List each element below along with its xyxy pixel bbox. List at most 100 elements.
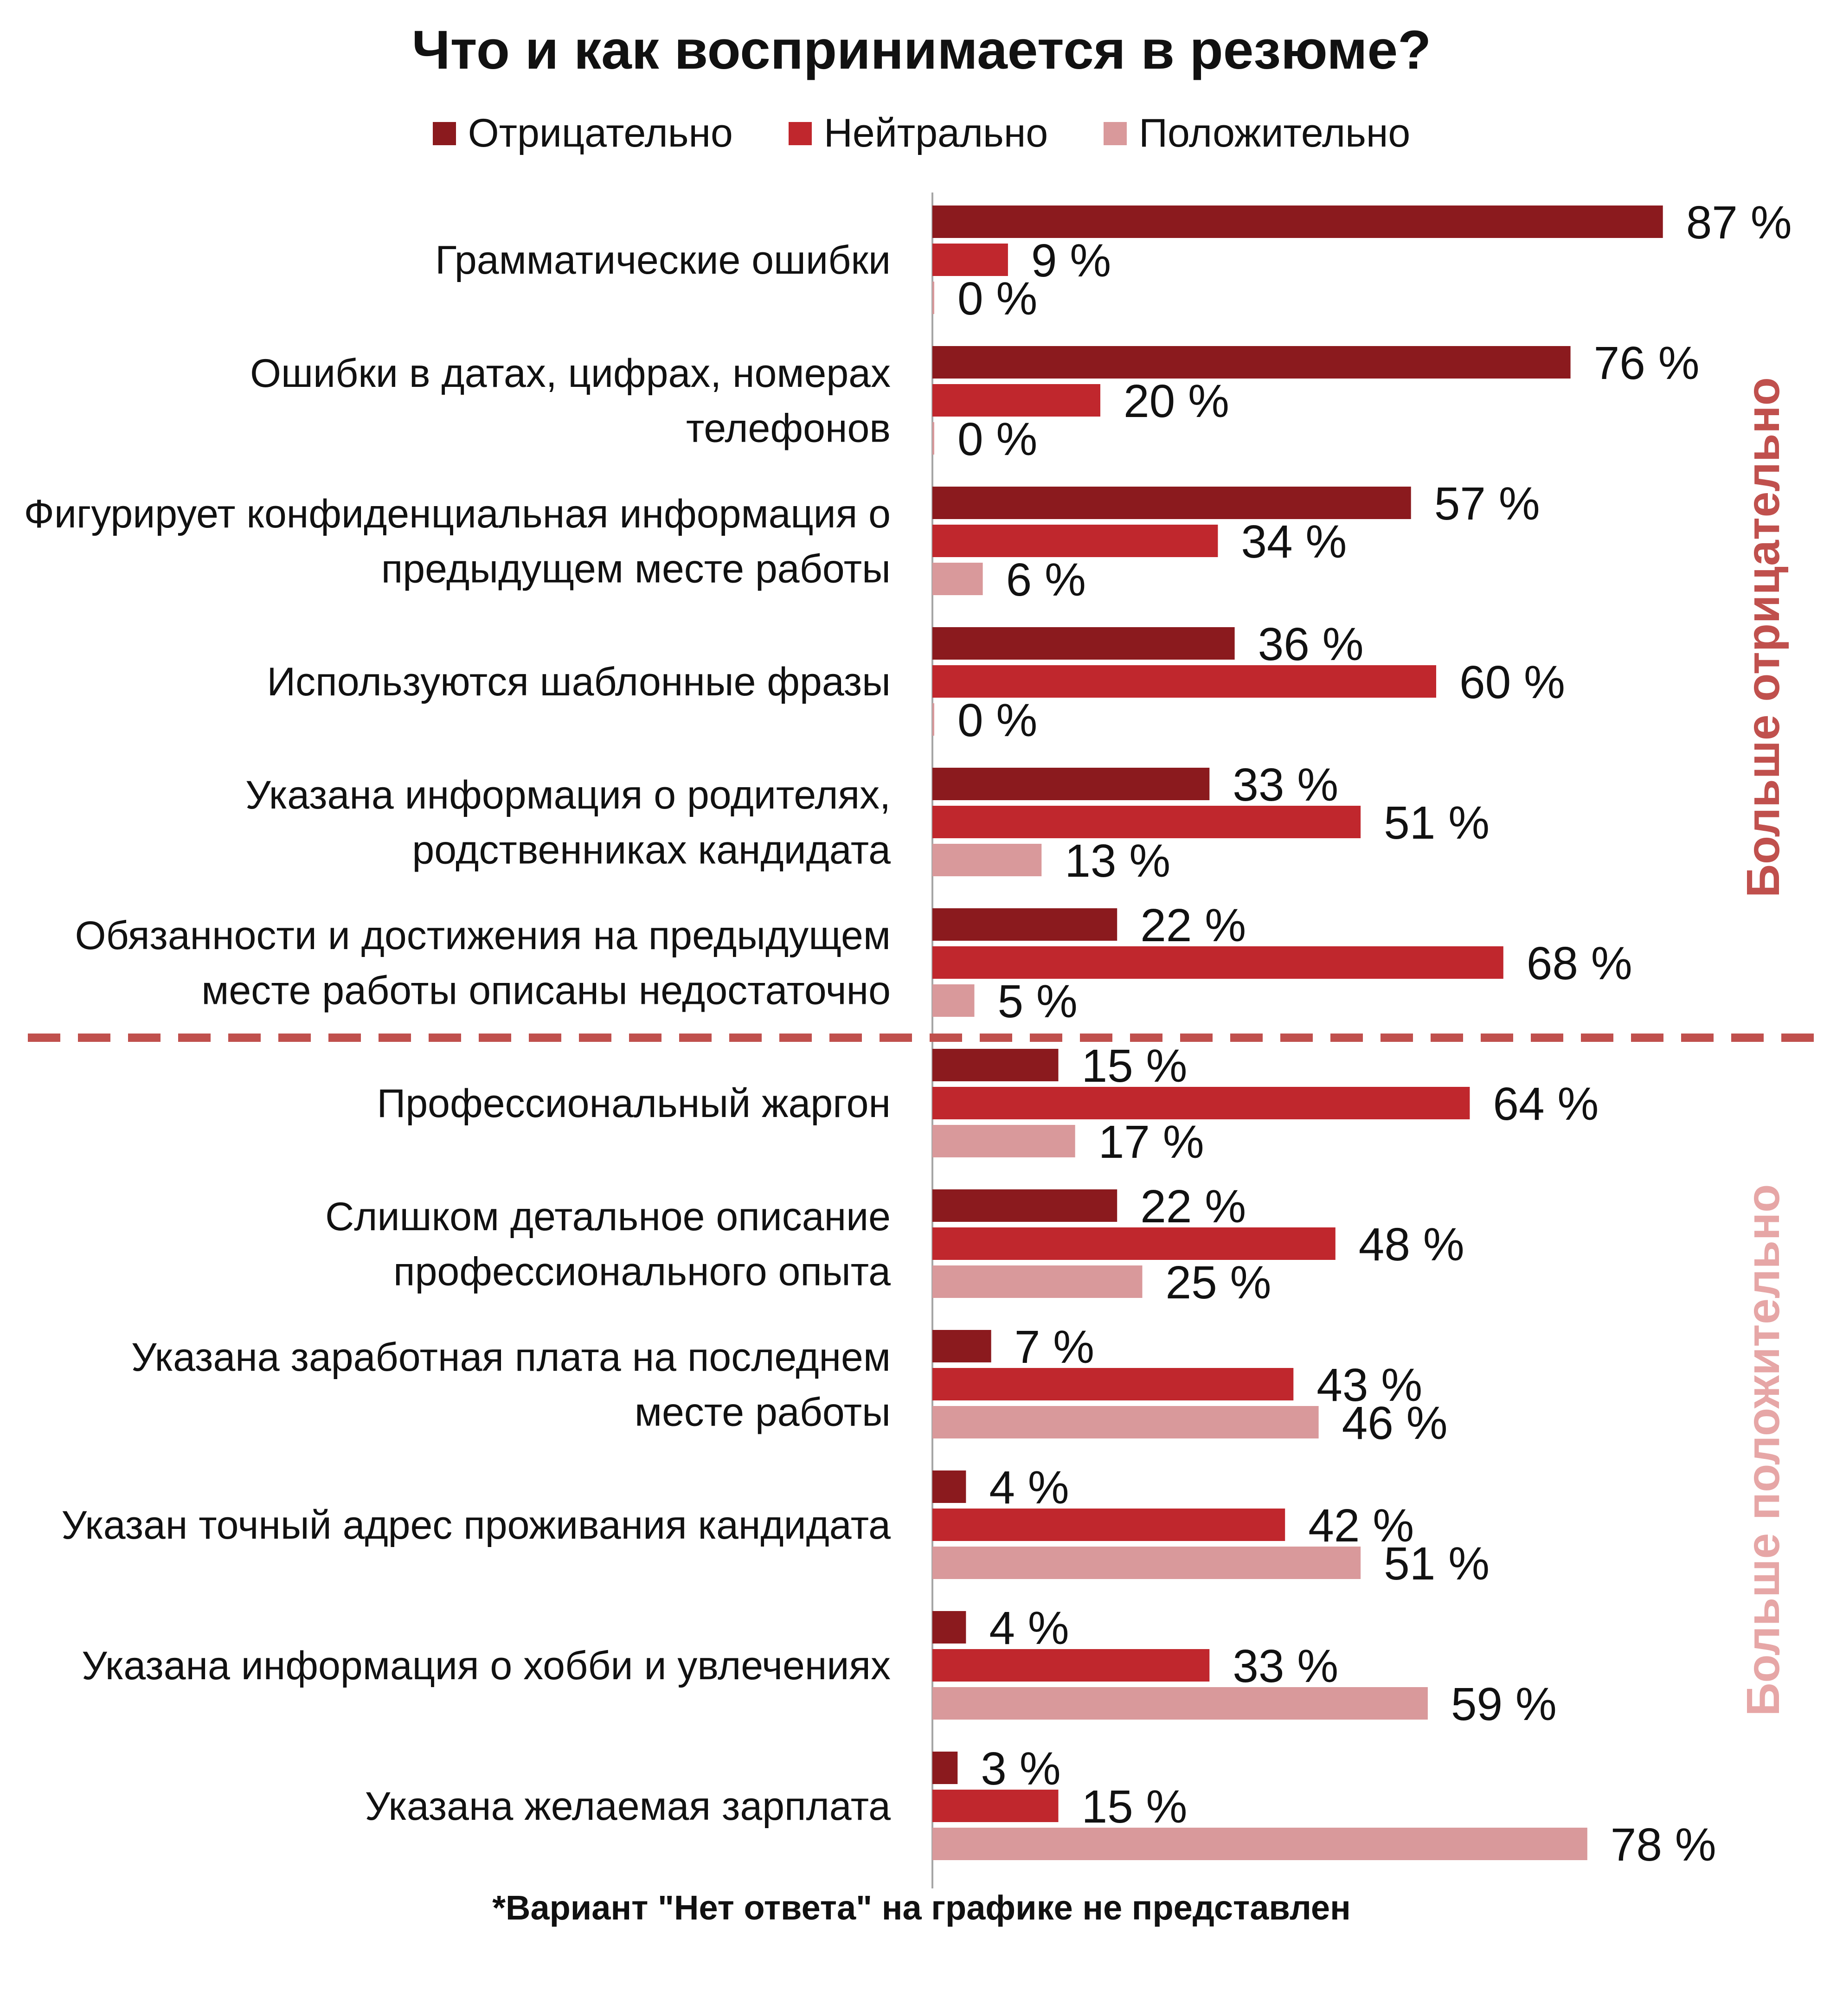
data-label: 22 % [1140, 899, 1246, 951]
data-label: 17 % [1098, 1116, 1204, 1168]
bar-negative [932, 1470, 966, 1503]
category-label: Указана информация о хобби и увлечениях [82, 1644, 891, 1688]
bar-neutral [932, 1087, 1470, 1119]
data-label: 0 % [957, 694, 1037, 746]
bar-negative [932, 487, 1411, 519]
data-label: 34 % [1241, 516, 1347, 568]
category-label: Ошибки в датах, цифрах, номерах телефонов [250, 351, 891, 451]
bar-negative [932, 1611, 966, 1644]
bar-neutral [932, 1368, 1294, 1400]
category-label: Грамматические ошибки [435, 238, 891, 282]
data-label: 6 % [1006, 554, 1086, 606]
legend-swatch-neutral [788, 122, 812, 145]
bar-negative [932, 1189, 1117, 1222]
category-label: Указана заработная плата на последнем мес… [131, 1335, 891, 1435]
data-label: 9 % [1031, 235, 1111, 287]
bar-negative [932, 205, 1663, 238]
data-label: 48 % [1359, 1219, 1464, 1271]
category-label: Используются шаблонные фразы [267, 660, 891, 704]
data-label: 87 % [1686, 197, 1792, 249]
data-label: 60 % [1459, 656, 1565, 708]
legend: Отрицательно Нейтрально Положительно [0, 110, 1843, 156]
bar-negative [932, 1752, 958, 1784]
data-label: 33 % [1233, 759, 1338, 811]
bar-neutral [932, 1509, 1285, 1541]
data-label: 22 % [1140, 1181, 1246, 1233]
bar-positive [932, 1125, 1075, 1157]
bar-positive [932, 1687, 1428, 1720]
chart-title: Что и как воспринимается в резюме? [411, 19, 1432, 81]
bar-neutral [932, 1649, 1210, 1682]
side-label-positive: Больше положительно [1737, 1184, 1789, 1716]
bar-neutral [932, 525, 1218, 557]
footnote: *Вариант "Нет ответа" на графике не пред… [492, 1888, 1351, 1927]
data-label: 3 % [981, 1743, 1060, 1795]
category-label: Указана информация о родителях, родственн… [245, 773, 891, 873]
data-label: 25 % [1166, 1257, 1271, 1309]
category-label: Фигурирует конфиденциальная информация о… [24, 492, 891, 591]
bar-negative [932, 627, 1235, 660]
data-label: 59 % [1451, 1678, 1557, 1730]
data-label: 15 % [1082, 1781, 1188, 1833]
legend-label-negative: Отрицательно [468, 111, 733, 155]
legend-label-positive: Положительно [1139, 111, 1411, 155]
data-label: 7 % [1015, 1321, 1094, 1373]
bar-positive [932, 1265, 1143, 1298]
data-label: 4 % [989, 1462, 1069, 1514]
data-label: 33 % [1233, 1640, 1338, 1692]
bar-negative [932, 768, 1210, 800]
category-label: Указан точный адрес проживания кандидата [61, 1503, 891, 1547]
data-label: 13 % [1065, 835, 1170, 887]
bar-positive [932, 703, 934, 736]
bar-positive [932, 282, 934, 314]
category-label: Профессиональный жаргон [377, 1081, 891, 1126]
bar-positive [932, 1547, 1361, 1579]
bar-negative [932, 1049, 1059, 1081]
bar-positive [932, 1406, 1319, 1438]
data-label: 0 % [957, 273, 1037, 325]
data-label: 76 % [1594, 337, 1700, 389]
data-label: 78 % [1611, 1819, 1716, 1871]
bar-neutral [932, 244, 1008, 276]
data-label: 68 % [1527, 937, 1632, 989]
legend-item-neutral: Нейтрально [788, 110, 1048, 156]
bar-negative [932, 908, 1117, 941]
bar-neutral [932, 946, 1503, 979]
category-label: Указана желаемая зарплата [365, 1784, 891, 1829]
category-label: Слишком детальное описание профессиональн… [325, 1194, 891, 1294]
legend-swatch-negative [432, 122, 456, 145]
legend-item-positive: Положительно [1104, 110, 1410, 156]
legend-item-negative: Отрицательно [432, 110, 733, 156]
bar-positive [932, 422, 934, 455]
data-label: 20 % [1124, 375, 1229, 427]
data-label: 4 % [989, 1602, 1069, 1654]
bar-neutral [932, 384, 1100, 417]
data-label: 43 % [1316, 1359, 1422, 1411]
bar-positive [932, 844, 1042, 876]
data-label: 0 % [957, 413, 1037, 465]
data-label: 51 % [1384, 797, 1490, 849]
side-label-negative: Больше отрицательно [1737, 377, 1789, 898]
legend-swatch-positive [1104, 122, 1127, 145]
data-label: 57 % [1434, 478, 1540, 530]
data-label: 64 % [1493, 1078, 1599, 1130]
data-label: 46 % [1342, 1397, 1448, 1449]
bar-neutral [932, 665, 1436, 698]
category-label: Обязанности и достижения на предыдущем ме… [75, 913, 891, 1013]
data-label: 36 % [1258, 618, 1364, 670]
data-label: 51 % [1384, 1538, 1490, 1590]
legend-label-neutral: Нейтрально [823, 111, 1048, 155]
data-label: 15 % [1082, 1040, 1188, 1092]
bar-negative [932, 1330, 991, 1362]
data-label: 42 % [1308, 1500, 1414, 1552]
bar-neutral [932, 1227, 1336, 1260]
bar-neutral [932, 1790, 1059, 1822]
bar-neutral [932, 806, 1361, 838]
bar-negative [932, 346, 1571, 379]
bar-positive [932, 563, 983, 595]
bar-positive [932, 984, 975, 1017]
data-label: 5 % [998, 976, 1078, 1027]
bar-positive [932, 1828, 1587, 1860]
